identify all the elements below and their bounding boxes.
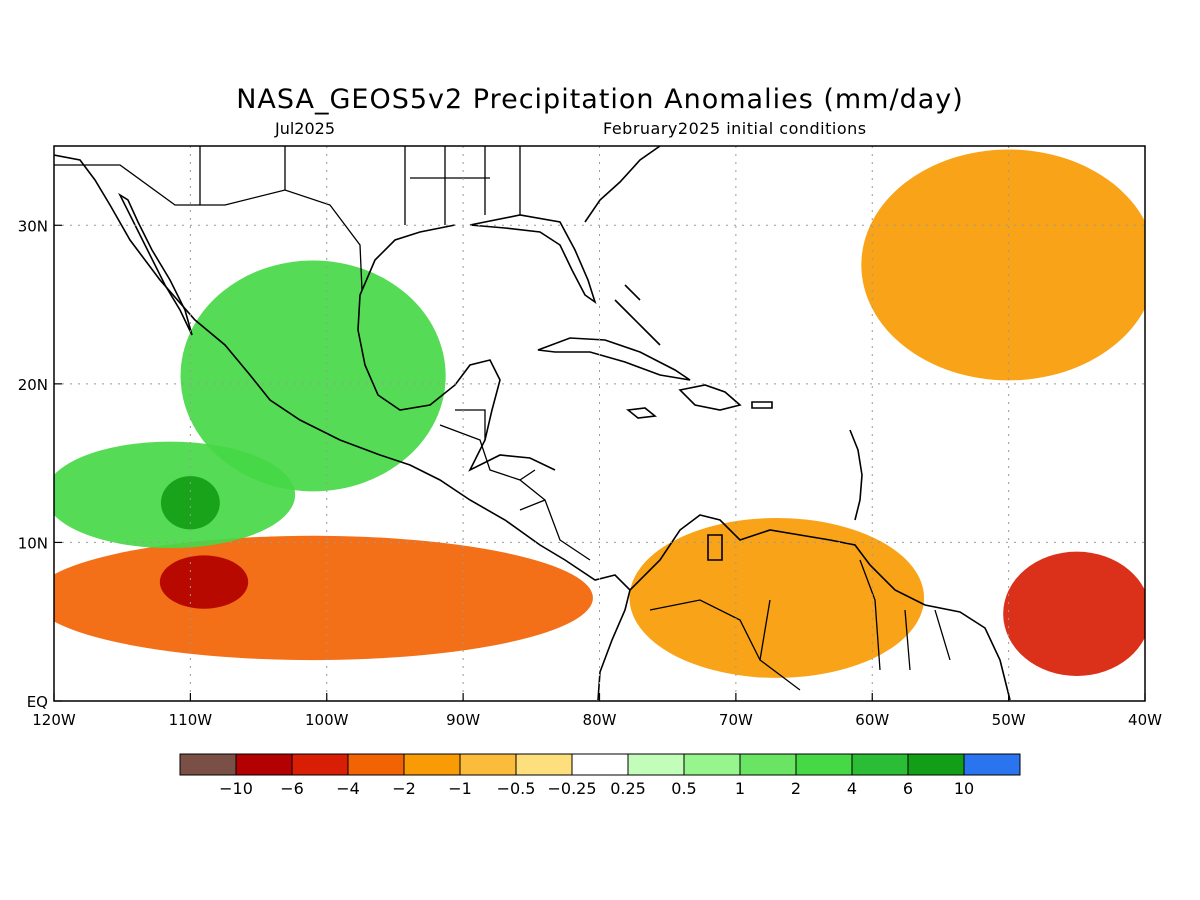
colorbar-label: −0.5 (497, 779, 536, 798)
colorbar-label: 2 (791, 779, 801, 798)
anomaly-region (861, 149, 1145, 381)
jamaica (626, 407, 657, 419)
x-tick-label: 70W (719, 711, 753, 729)
anomaly-region (159, 555, 249, 609)
colorbar-label: −4 (336, 779, 360, 798)
colorbar-swatch (907, 753, 965, 776)
colorbar-label: 0.25 (610, 779, 646, 798)
colorbar-label: 6 (903, 779, 913, 798)
puerto-rico (751, 401, 773, 409)
colorbar-label: −6 (280, 779, 304, 798)
colorbar-swatch (683, 753, 741, 776)
anomaly-region (629, 518, 925, 678)
colorbar-swatch (403, 753, 461, 776)
colorbar-swatch (347, 753, 405, 776)
anomaly-region (160, 476, 220, 530)
colorbar-label: −0.25 (547, 779, 596, 798)
x-tick-label: 120W (32, 711, 76, 729)
lesser-antilles (849, 429, 863, 521)
south-america-borders (649, 559, 951, 691)
anomaly-field (54, 149, 1145, 678)
colorbar-swatch (179, 753, 237, 776)
colorbar-label: 0.5 (671, 779, 696, 798)
colorbar-label: 10 (954, 779, 974, 798)
x-tick-label: 80W (583, 711, 617, 729)
anomaly-region (54, 535, 593, 661)
lake-maracaibo (707, 534, 723, 561)
pacific-coast (54, 154, 631, 701)
anomaly-region (180, 260, 446, 492)
baja-california (118, 192, 193, 336)
x-tick-label: 110W (169, 711, 213, 729)
us-mexico-border (54, 164, 363, 291)
x-tick-label: 100W (305, 711, 349, 729)
y-axis: EQ 10N 20N 30N (18, 217, 62, 711)
x-tick-label: 50W (992, 711, 1026, 729)
bahamas (614, 284, 661, 346)
init-conditions-label: February2025 initial conditions (603, 119, 867, 138)
y-tick-label: 10N (18, 534, 48, 552)
cuba (537, 337, 691, 381)
y-tick-label: EQ (27, 693, 48, 711)
colorbar-swatch (515, 753, 573, 776)
colorbar-swatch (235, 753, 293, 776)
x-tick-label: 60W (855, 711, 889, 729)
x-axis: 120W 110W 100W 90W 80W 70W 60W 50W 40W (32, 693, 1162, 729)
lead-month-label: Jul2025 (275, 119, 336, 138)
map-title: NASA_GEOS5v2 Precipitation Anomalies (mm… (236, 84, 964, 115)
colorbar-swatch (739, 753, 797, 776)
colorbar-swatch (851, 753, 909, 776)
anomaly-region (589, 394, 855, 501)
south-america-coast (629, 514, 1011, 701)
colorbar-swatch (627, 753, 685, 776)
florida (469, 214, 597, 305)
colorbar-swatch (963, 753, 1021, 776)
colorbar-label: −10 (219, 779, 253, 798)
anomaly-region (1003, 551, 1145, 676)
gulf-coast (357, 224, 556, 472)
colorbar-label: −2 (392, 779, 416, 798)
coastlines (54, 146, 1011, 701)
central-america-borders (439, 409, 591, 561)
colorbar-label: −1 (448, 779, 472, 798)
us-atlantic-coast (584, 146, 661, 223)
x-tick-label: 90W (446, 711, 480, 729)
us-state-lines (199, 146, 521, 225)
colorbar-swatch (459, 753, 517, 776)
graticule (54, 146, 1145, 701)
colorbar-label: 4 (847, 779, 857, 798)
y-tick-label: 20N (18, 376, 48, 394)
colorbar-swatch (795, 753, 853, 776)
colorbar: −10 −6 −4 −2 −1 −0.5 −0.25 0.25 0.5 1 2 4 6 10 (179, 753, 1021, 798)
x-tick-label: 40W (1128, 711, 1162, 729)
colorbar-swatch (571, 753, 629, 776)
colorbar-label: 1 (735, 779, 745, 798)
y-tick-label: 30N (18, 217, 48, 235)
hispaniola (678, 384, 742, 411)
colorbar-swatch (291, 753, 349, 776)
